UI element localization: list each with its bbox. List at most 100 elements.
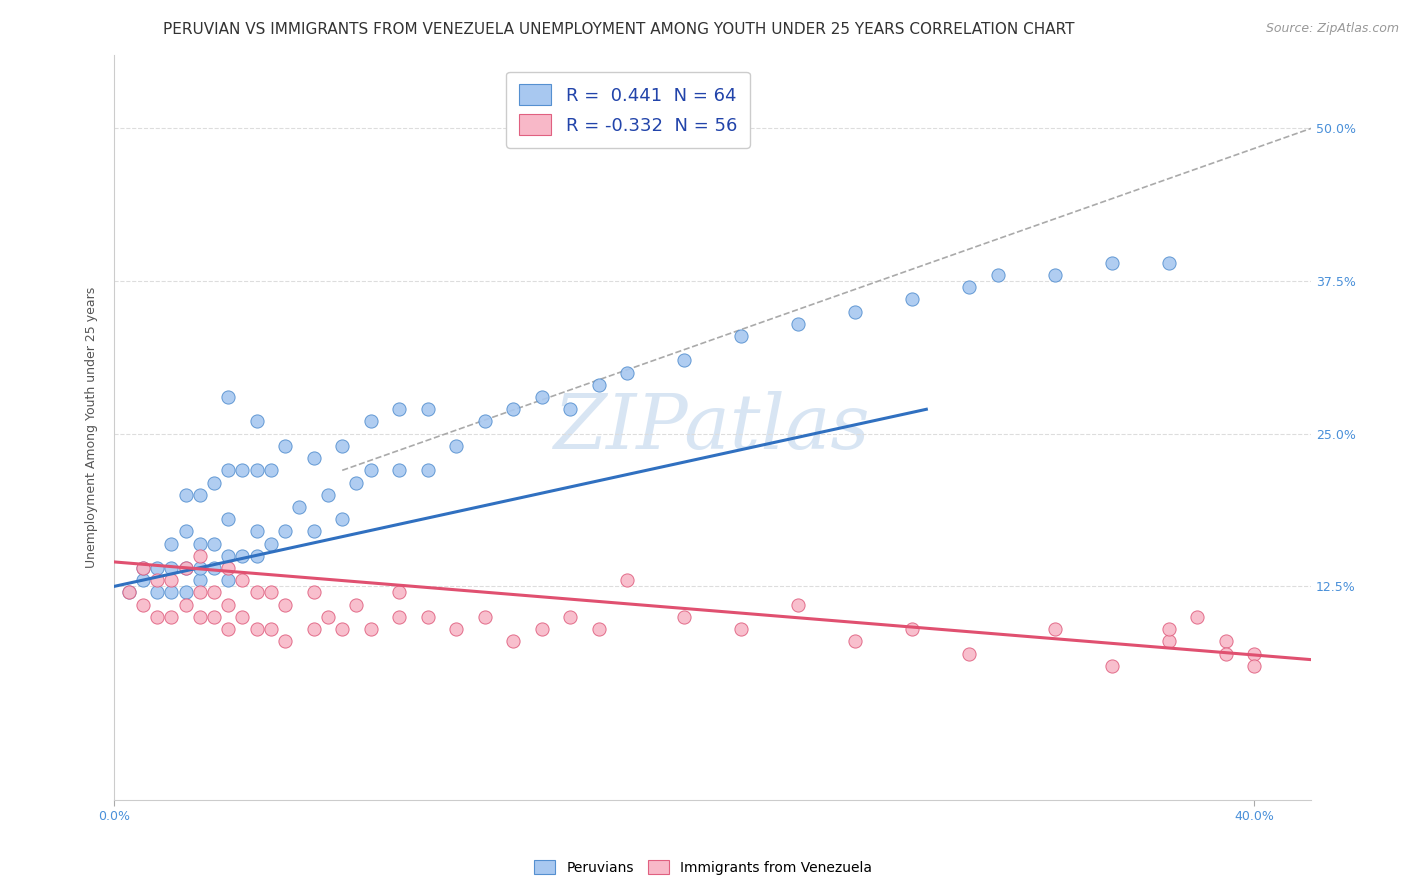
Point: [530, 390, 553, 404]
Legend: Peruvians, Immigrants from Venezuela: Peruvians, Immigrants from Venezuela: [529, 855, 877, 880]
Point: [346, 475, 368, 490]
Point: [174, 488, 197, 502]
Point: [1043, 622, 1066, 636]
Point: [330, 439, 353, 453]
Point: [246, 585, 269, 599]
Text: Source: ZipAtlas.com: Source: ZipAtlas.com: [1265, 22, 1399, 36]
Point: [132, 561, 155, 575]
Y-axis label: Unemployment Among Youth under 25 years: Unemployment Among Youth under 25 years: [86, 287, 98, 568]
Point: [160, 585, 183, 599]
Point: [957, 280, 980, 294]
Point: [188, 488, 211, 502]
Point: [787, 317, 810, 331]
Text: PERUVIAN VS IMMIGRANTS FROM VENEZUELA UNEMPLOYMENT AMONG YOUTH UNDER 25 YEARS CO: PERUVIAN VS IMMIGRANTS FROM VENEZUELA UN…: [163, 22, 1074, 37]
Point: [957, 647, 980, 661]
Point: [188, 536, 211, 550]
Point: [673, 610, 696, 624]
Point: [160, 561, 183, 575]
Point: [146, 574, 169, 588]
Point: [730, 622, 752, 636]
Point: [260, 585, 283, 599]
Point: [316, 610, 339, 624]
Point: [217, 598, 239, 612]
Point: [188, 574, 211, 588]
Point: [502, 402, 524, 417]
Point: [274, 439, 297, 453]
Point: [288, 500, 311, 514]
Point: [360, 463, 382, 477]
Point: [174, 524, 197, 539]
Point: [346, 598, 368, 612]
Point: [160, 574, 183, 588]
Point: [188, 610, 211, 624]
Point: [901, 622, 924, 636]
Point: [174, 561, 197, 575]
Point: [1157, 622, 1180, 636]
Point: [246, 415, 269, 429]
Point: [444, 439, 467, 453]
Point: [132, 574, 155, 588]
Point: [217, 512, 239, 526]
Point: [1157, 256, 1180, 270]
Point: [188, 585, 211, 599]
Point: [330, 622, 353, 636]
Text: ZIPatlas: ZIPatlas: [554, 391, 870, 465]
Point: [474, 415, 496, 429]
Point: [1043, 268, 1066, 282]
Point: [502, 634, 524, 648]
Point: [673, 353, 696, 368]
Point: [1243, 658, 1265, 673]
Point: [844, 304, 866, 318]
Point: [246, 463, 269, 477]
Point: [416, 463, 439, 477]
Point: [530, 622, 553, 636]
Point: [202, 475, 225, 490]
Point: [160, 610, 183, 624]
Point: [316, 488, 339, 502]
Point: [388, 402, 411, 417]
Point: [132, 598, 155, 612]
Point: [987, 268, 1010, 282]
Point: [117, 585, 139, 599]
Point: [217, 574, 239, 588]
Point: [588, 377, 610, 392]
Point: [302, 585, 325, 599]
Point: [330, 512, 353, 526]
Point: [202, 536, 225, 550]
Point: [146, 585, 169, 599]
Point: [217, 549, 239, 563]
Point: [844, 634, 866, 648]
Point: [146, 610, 169, 624]
Point: [1215, 634, 1237, 648]
Point: [260, 536, 283, 550]
Point: [388, 610, 411, 624]
Point: [217, 622, 239, 636]
Point: [174, 585, 197, 599]
Point: [302, 622, 325, 636]
Point: [246, 549, 269, 563]
Point: [274, 634, 297, 648]
Point: [388, 585, 411, 599]
Point: [246, 622, 269, 636]
Point: [202, 561, 225, 575]
Point: [274, 598, 297, 612]
Point: [616, 366, 638, 380]
Point: [132, 561, 155, 575]
Point: [217, 390, 239, 404]
Point: [188, 561, 211, 575]
Point: [1215, 647, 1237, 661]
Point: [1243, 647, 1265, 661]
Point: [246, 524, 269, 539]
Point: [302, 524, 325, 539]
Point: [174, 598, 197, 612]
Point: [274, 524, 297, 539]
Point: [360, 622, 382, 636]
Point: [302, 451, 325, 466]
Point: [260, 463, 283, 477]
Point: [560, 402, 582, 417]
Point: [560, 610, 582, 624]
Point: [588, 622, 610, 636]
Point: [160, 536, 183, 550]
Point: [474, 610, 496, 624]
Point: [202, 610, 225, 624]
